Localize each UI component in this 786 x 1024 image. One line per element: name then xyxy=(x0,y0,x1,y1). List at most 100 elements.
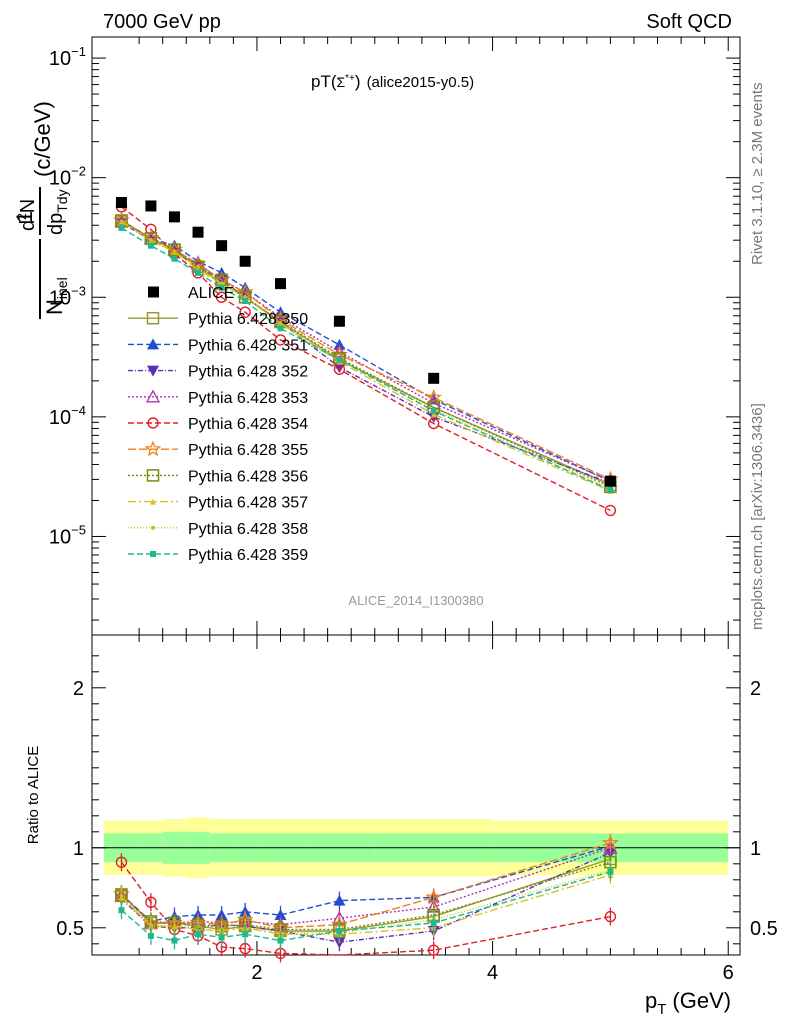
series-point xyxy=(242,298,249,305)
ratio-point xyxy=(425,888,443,905)
rivet-label: Rivet 3.1.10, ≥ 2.3M events xyxy=(749,83,766,266)
data-points xyxy=(115,196,616,487)
series-point xyxy=(119,219,124,224)
series-line xyxy=(121,220,611,492)
legend-label: Pythia 6.428 357 xyxy=(188,495,308,512)
series-line xyxy=(121,222,611,484)
series-point xyxy=(148,238,153,243)
series-line xyxy=(121,220,611,482)
ratio-point xyxy=(147,932,154,939)
data-point xyxy=(192,226,204,238)
data-point xyxy=(168,211,180,223)
ratio-ytick-label: 0.5 xyxy=(56,918,84,940)
x-axis-label: pT (GeV) xyxy=(645,988,731,1018)
series-line xyxy=(121,219,611,481)
svg-text:Ninel: Ninel xyxy=(42,277,70,315)
series-point xyxy=(219,281,224,286)
xtick-label: 2 xyxy=(251,962,262,984)
data-point xyxy=(275,278,287,290)
ratio-point xyxy=(277,937,284,944)
main-ytick-label: 10−4 xyxy=(49,403,86,429)
series-point xyxy=(172,249,177,254)
ratio-point xyxy=(171,937,178,944)
legend-marker xyxy=(150,551,156,557)
main-series xyxy=(113,196,619,517)
series-line xyxy=(121,227,611,491)
xtick-label: 6 xyxy=(723,962,734,984)
ratio-point xyxy=(218,934,225,941)
ratio-point xyxy=(601,834,619,851)
main-frame xyxy=(91,36,741,636)
plot-title: pT(Σ*+) (alice2015-y0.5) xyxy=(311,72,474,91)
legend-marker xyxy=(146,469,160,482)
header-right: Soft QCD xyxy=(646,11,732,33)
legend-label: Pythia 6.428 355 xyxy=(188,442,308,459)
svg-text:(c/GeV): (c/GeV) xyxy=(30,101,55,177)
data-point xyxy=(333,315,345,327)
legend: ALICE Pythia 6.428 350 Pythia 6.428 351 Pyt… xyxy=(128,285,308,564)
ratio-line xyxy=(120,861,611,956)
legend-marker xyxy=(147,338,159,350)
ratio-ytick-label: 2 xyxy=(73,678,84,700)
series-point xyxy=(145,223,157,236)
mcplots-label: mcplots.cern.ch [arXiv:1306.3436] xyxy=(749,403,766,630)
legend-data-marker xyxy=(148,286,159,298)
main-ytick-label: 10−2 xyxy=(49,164,86,190)
series-point xyxy=(195,269,202,276)
ratio-point xyxy=(119,893,124,898)
series-point xyxy=(118,224,125,231)
data-point xyxy=(239,255,251,267)
ratio-line xyxy=(121,858,611,932)
data-point xyxy=(216,240,228,252)
legend-label: Pythia 6.428 351 xyxy=(188,337,308,354)
series-point xyxy=(147,242,154,249)
main-axes: 10−5 10−4 10−3 10−2 10−1 xyxy=(49,36,741,636)
ratio-line xyxy=(121,874,611,935)
data-point xyxy=(428,372,440,384)
ratio-point xyxy=(604,910,617,923)
ratio-point xyxy=(430,920,437,926)
ratio-ytick-label: 1 xyxy=(73,838,84,860)
series-point xyxy=(336,356,343,363)
legend-marker xyxy=(150,498,156,505)
series-line xyxy=(121,206,611,512)
legend-label: Pythia 6.428 358 xyxy=(188,521,308,538)
main-ytick-label: 10−1 xyxy=(49,44,86,70)
series-point xyxy=(215,291,228,303)
series-point xyxy=(607,486,614,493)
ratio-point xyxy=(148,922,153,927)
legend-label: Pythia 6.428 352 xyxy=(188,364,308,381)
ratio-ytick-label-right: 2 xyxy=(750,678,761,700)
main-series-9 xyxy=(118,224,614,493)
legend-label: Pythia 6.428 356 xyxy=(188,468,308,485)
svg-text:1: 1 xyxy=(12,211,37,223)
data-point xyxy=(604,475,616,487)
ratio-point xyxy=(118,907,125,914)
ratio-series-9 xyxy=(118,862,614,950)
legend-marker xyxy=(147,365,159,377)
series-point xyxy=(277,325,284,332)
legend-marker xyxy=(146,311,160,325)
header-left: 7000 GeV pp xyxy=(103,11,221,33)
analysis-watermark: ALICE_2014_I1300380 xyxy=(348,593,483,608)
ratio-line xyxy=(121,869,611,934)
series-point xyxy=(425,388,442,405)
main-ytick-label: 10−3 xyxy=(49,283,86,309)
series-point xyxy=(604,504,617,517)
ratio-point xyxy=(239,942,251,955)
series-point xyxy=(218,284,225,291)
main-ytick-label: 10−5 xyxy=(49,522,86,548)
legend-data-label: ALICE xyxy=(188,285,234,302)
ratio-line xyxy=(121,861,611,931)
legend-marker xyxy=(145,389,161,403)
ratio-point xyxy=(336,928,343,934)
ratio-line xyxy=(121,847,611,926)
ratio-series xyxy=(113,834,619,963)
svg-text:d2N: d2N xyxy=(15,199,39,231)
ratio-point xyxy=(274,909,287,920)
ratio-ytick-label-right: 1 xyxy=(750,838,761,860)
series-point xyxy=(430,411,437,418)
series-point xyxy=(196,264,201,269)
series-point xyxy=(427,417,440,430)
